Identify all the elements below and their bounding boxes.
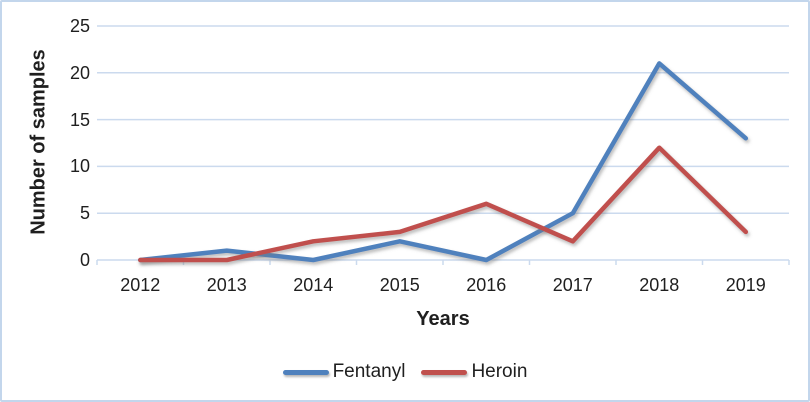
legend: Fentanyl Heroin — [2, 361, 808, 383]
x-tick-label-2015: 2015 — [379, 275, 420, 295]
series-lines — [138, 61, 749, 263]
y-tick-label-10: 10 — [69, 156, 90, 177]
x-tick-label-2019: 2019 — [725, 275, 766, 295]
y-tick-label-0: 0 — [79, 250, 90, 270]
legend-item-heroin: Heroin — [421, 361, 527, 383]
y-tick-label-20: 20 — [69, 62, 90, 83]
x-tick-label-2014: 2014 — [293, 275, 334, 295]
x-tick-label-2013: 2013 — [206, 275, 247, 295]
x-tick-label-2017: 2017 — [552, 275, 593, 295]
y-tick-label-5: 5 — [79, 203, 90, 224]
x-tick-label-2012: 2012 — [120, 275, 161, 295]
y-tick-label-15: 15 — [69, 109, 90, 130]
x-tick-label-2016: 2016 — [466, 275, 507, 295]
y-tick-label-25: 25 — [69, 16, 90, 36]
fentanyl-line — [138, 61, 749, 263]
x-axis-title: Years — [416, 308, 470, 330]
legend-item-fentanyl: Fentanyl — [282, 361, 406, 383]
gridlines — [97, 25, 789, 261]
legend-label-heroin: Heroin — [471, 361, 528, 382]
fentanyl-line-marker — [282, 369, 329, 375]
heroin-line-marker — [421, 369, 468, 375]
x-tick-label-2018: 2018 — [639, 275, 680, 295]
heroin-line — [138, 145, 749, 263]
x-axis-tick-marks — [96, 260, 790, 265]
legend-label-fentanyl: Fentanyl — [332, 361, 406, 382]
